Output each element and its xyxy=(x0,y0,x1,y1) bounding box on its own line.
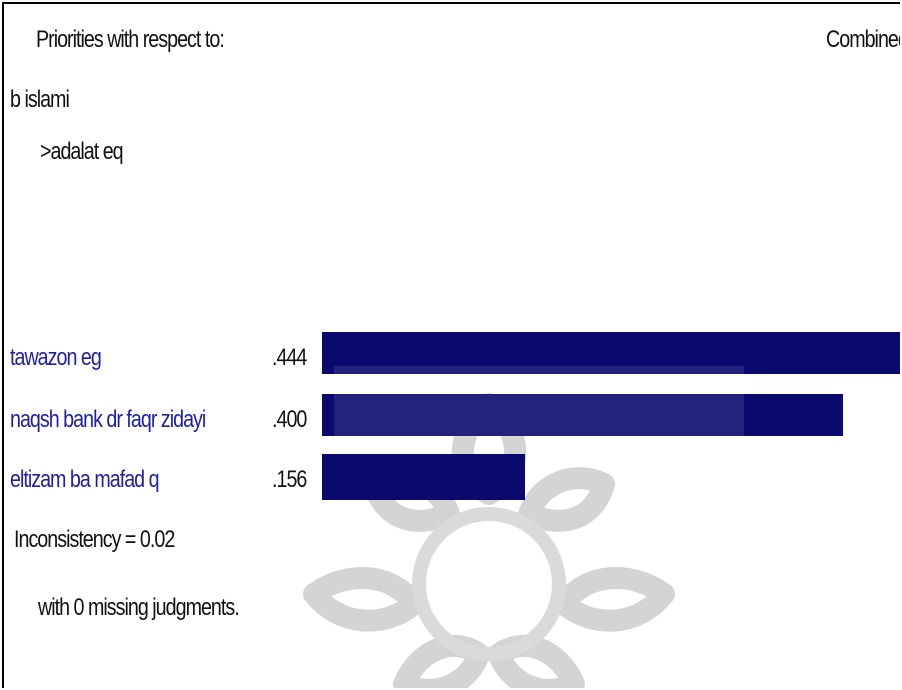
missing-judgments-label: with 0 missing judgments. xyxy=(38,594,240,621)
goal-label: b islami xyxy=(10,86,70,113)
priority-name[interactable]: tawazon eg xyxy=(10,344,102,371)
node-label: >adalat eq xyxy=(40,138,124,165)
priority-name[interactable]: eltizam ba mafad q xyxy=(10,466,160,493)
panel-title: Priorities with respect to: xyxy=(36,26,225,53)
priority-bar xyxy=(322,394,843,436)
priority-value: .444 xyxy=(272,344,307,371)
inconsistency-label: Inconsistency = 0.02 xyxy=(14,526,175,553)
combined-label[interactable]: Combined xyxy=(826,26,900,53)
watermark-overlay xyxy=(334,366,744,438)
priority-bar xyxy=(322,454,525,500)
priority-value: .400 xyxy=(272,406,307,433)
priority-bar xyxy=(322,332,900,374)
priority-value: .156 xyxy=(272,466,307,493)
priority-name[interactable]: naqsh bank dr faqr zidayi xyxy=(10,406,206,433)
